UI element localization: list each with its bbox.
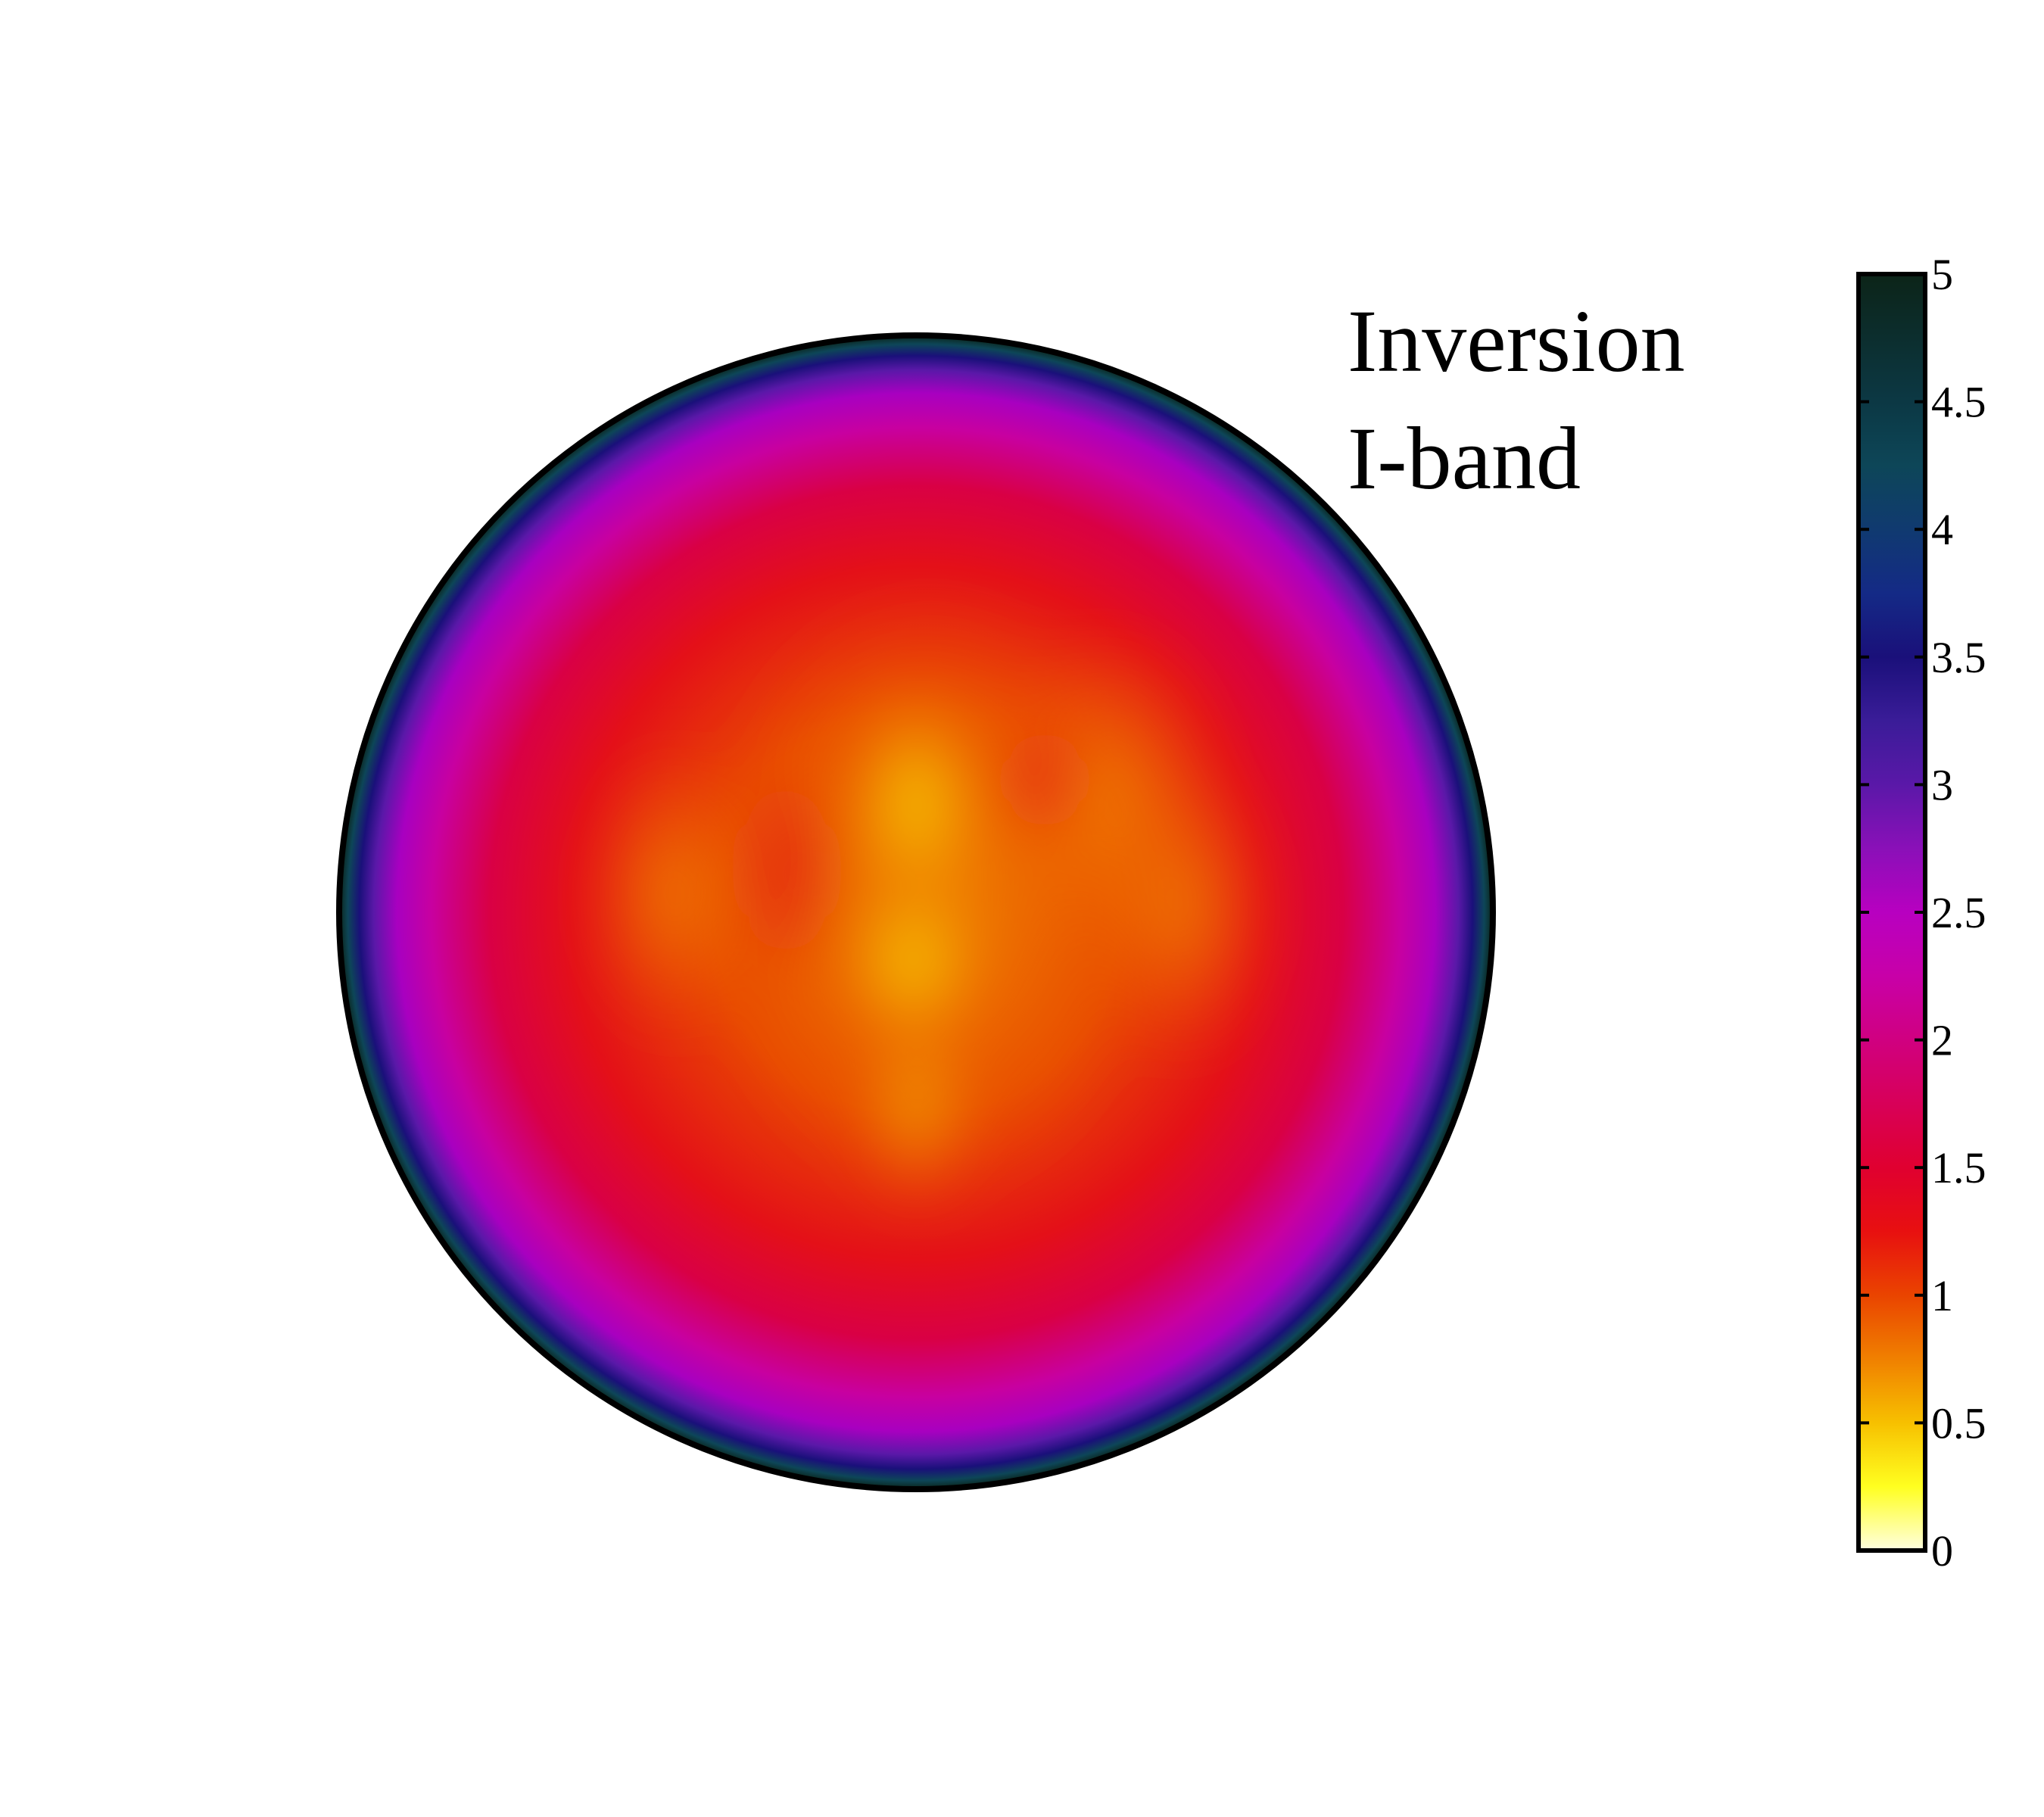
colorbar-tick-label: 0 xyxy=(1931,1526,1953,1575)
lower-ridge xyxy=(863,999,969,1211)
colorbar: 0 0.5 1 1.5 2 2.5 3 3.5 4 4.5 5 xyxy=(1856,250,1986,1575)
colorbar-tick-label: 1.5 xyxy=(1931,1143,1986,1192)
central-ridge xyxy=(848,681,984,924)
label-line-1: Inversion xyxy=(1348,291,1685,391)
colorbar-tick-label: 5 xyxy=(1931,250,1953,299)
colorbar-tick-label: 4 xyxy=(1931,505,1953,554)
left-red-pocket xyxy=(727,757,848,984)
colorbar-tick-label: 3 xyxy=(1931,760,1953,809)
colorbar-tick-label: 3.5 xyxy=(1931,633,1986,682)
label-line-2: I-band xyxy=(1348,409,1581,508)
stellar-disk xyxy=(336,332,1496,1492)
colorbar-scale xyxy=(1856,272,1927,1553)
colorbar-ticks: 0 0.5 1 1.5 2 2.5 3 3.5 4 4.5 5 xyxy=(1859,250,1986,1575)
colorbar-tick-label: 4.5 xyxy=(1931,378,1986,427)
far-right-warm-region xyxy=(1090,757,1272,1060)
colorbar-tick-label: 0.5 xyxy=(1931,1398,1986,1448)
colorbar-tick-label: 1 xyxy=(1931,1271,1953,1320)
central-spot xyxy=(840,871,984,1052)
disk-outline xyxy=(336,332,1496,1492)
colorbar-tick-label: 2 xyxy=(1931,1016,1953,1065)
right-red-pocket xyxy=(992,712,1098,848)
left-warm-region xyxy=(590,750,757,1037)
colorbar-tick-label: 2.5 xyxy=(1931,888,1986,937)
